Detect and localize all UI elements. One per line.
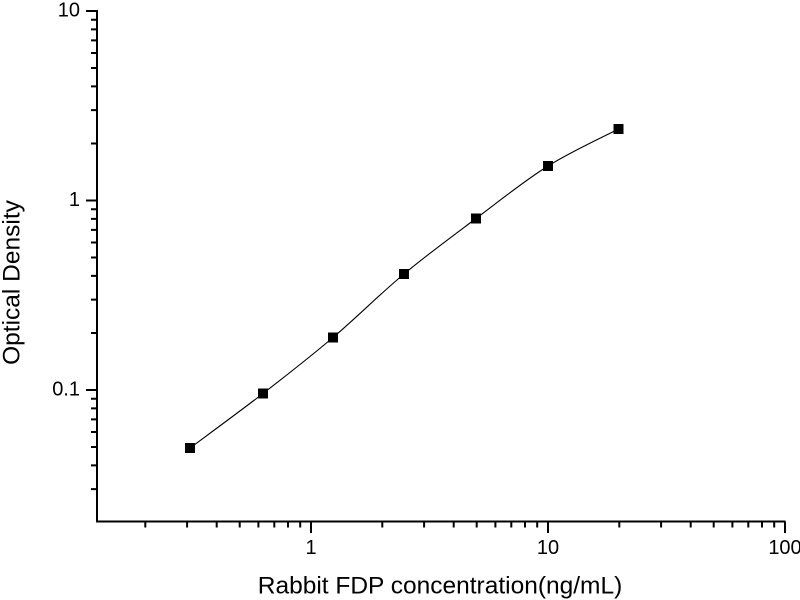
svg-text:10: 10 <box>58 0 80 22</box>
svg-text:Rabbit FDP concentration(ng/mL: Rabbit FDP concentration(ng/mL) <box>258 573 623 600</box>
svg-text:100: 100 <box>768 537 800 559</box>
svg-text:10: 10 <box>537 537 559 559</box>
svg-text:1: 1 <box>305 537 316 559</box>
svg-text:1: 1 <box>69 189 80 211</box>
svg-text:0.1: 0.1 <box>52 379 80 401</box>
svg-text:Optical Density: Optical Density <box>0 199 26 365</box>
